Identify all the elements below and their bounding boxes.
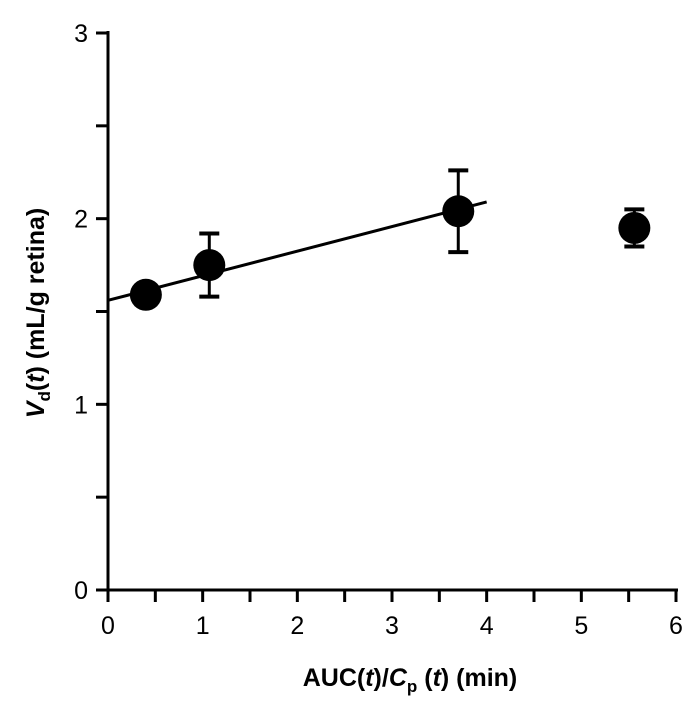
x-tick-label: 6 xyxy=(669,612,683,640)
y-tick-label: 2 xyxy=(74,206,88,234)
ticks: 0 1 2 3 0 1 2 3 4 5 6 xyxy=(74,20,683,640)
data-point xyxy=(193,249,226,282)
x-axis-title: AUC(t)/Cp (t) (min) xyxy=(303,664,518,696)
x-tick-label: 1 xyxy=(196,612,210,640)
axes xyxy=(106,31,678,592)
y-axis-title: Vd(t) (mL/g retina) xyxy=(22,208,54,418)
x-tick-label: 4 xyxy=(480,612,494,640)
x-tick-label: 2 xyxy=(290,612,304,640)
data-point xyxy=(129,278,162,311)
x-tick-label: 0 xyxy=(101,612,115,640)
y-tick-label: 3 xyxy=(74,20,88,48)
data-point xyxy=(618,211,651,244)
fit-line-group xyxy=(107,200,488,302)
data-point xyxy=(442,195,475,228)
fit-line xyxy=(107,200,488,302)
data-points xyxy=(129,168,651,311)
x-tick-label: 3 xyxy=(385,612,399,640)
y-tick-label: 1 xyxy=(74,391,88,419)
x-tick-label: 5 xyxy=(574,612,588,640)
y-tick-label: 0 xyxy=(74,577,88,605)
